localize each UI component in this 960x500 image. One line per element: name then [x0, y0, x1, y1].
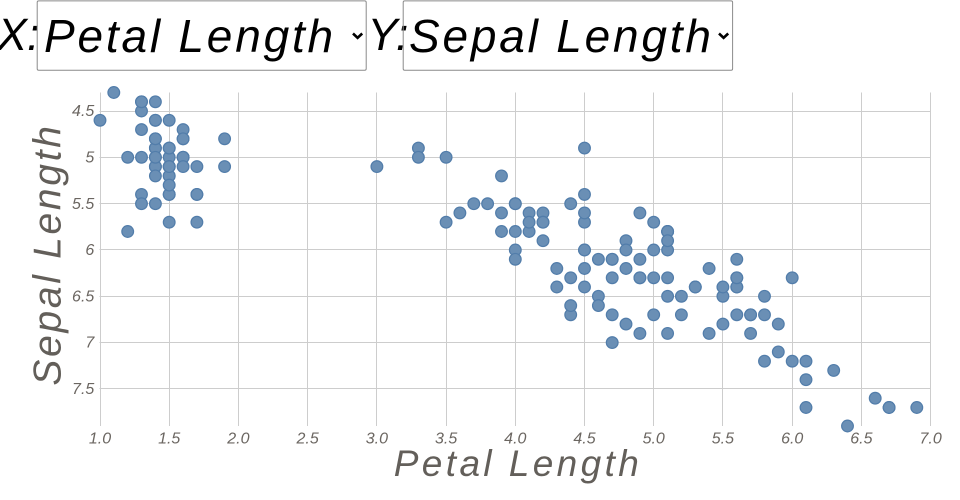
svg-text:2.0: 2.0 — [226, 431, 249, 448]
svg-text:7.5: 7.5 — [72, 381, 94, 398]
svg-text:1.0: 1.0 — [89, 431, 111, 448]
svg-text:Sepal Length: Sepal Length — [409, 10, 714, 62]
svg-text:5: 5 — [85, 149, 94, 166]
svg-text:5.0: 5.0 — [643, 431, 665, 448]
svg-text:1.5: 1.5 — [158, 431, 180, 448]
svg-text:5.5: 5.5 — [712, 431, 734, 448]
svg-text:6.5: 6.5 — [72, 288, 94, 305]
svg-text:3.0: 3.0 — [366, 431, 388, 448]
svg-text:4.0: 4.0 — [504, 431, 526, 448]
svg-text:7: 7 — [85, 335, 95, 352]
svg-text:Petal Length: Petal Length — [394, 443, 643, 484]
svg-text:Y:: Y: — [368, 9, 409, 60]
svg-text:6.0: 6.0 — [781, 431, 803, 448]
svg-text:7.0: 7.0 — [919, 431, 941, 448]
svg-text:Sepal Length: Sepal Length — [27, 123, 70, 385]
svg-text:3.5: 3.5 — [435, 431, 457, 448]
svg-text:2.5: 2.5 — [295, 431, 318, 448]
svg-text:4.5: 4.5 — [573, 431, 595, 448]
svg-text:X:: X: — [0, 9, 40, 60]
svg-text:4.5: 4.5 — [72, 103, 94, 120]
svg-text:6: 6 — [85, 242, 94, 259]
svg-text:6.5: 6.5 — [850, 431, 872, 448]
svg-text:5.5: 5.5 — [72, 196, 94, 213]
svg-text:Petal Length: Petal Length — [44, 10, 336, 62]
